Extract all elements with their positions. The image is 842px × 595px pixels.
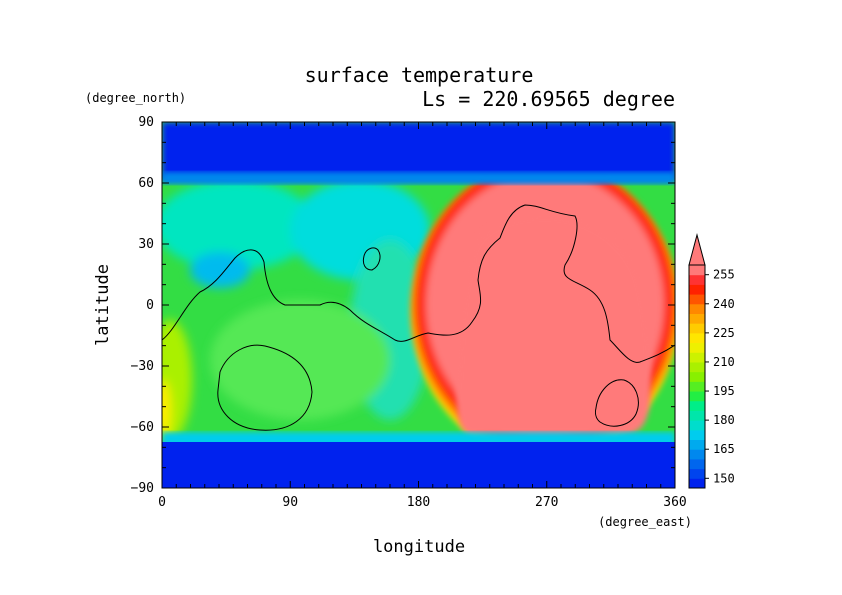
y-tick-label: −30 [131, 359, 154, 374]
north-polar-cap [162, 122, 675, 180]
chart-subtitle: Ls = 220.69565 degree [422, 87, 675, 111]
x-tick-label: 180 [407, 495, 430, 510]
colorbar-bin [689, 381, 705, 392]
colorbar-label: 165 [713, 442, 735, 456]
region-yellow-west [162, 380, 171, 440]
x-axis-label: longitude [373, 537, 465, 557]
colorbar-label: 150 [713, 471, 735, 485]
x-tick-label: 270 [535, 495, 558, 510]
colorbar-label: 210 [713, 355, 735, 369]
contour-main [162, 204, 675, 363]
colorbar-label: 240 [713, 297, 735, 311]
colorbar-bin [689, 274, 705, 285]
y-axis-label: latitude [93, 264, 113, 346]
colorbar-bin [689, 478, 705, 489]
region-light-green [210, 300, 390, 420]
colorbar-bin [689, 429, 705, 441]
colorbar-bin [689, 371, 705, 382]
colorbar-frame [688, 264, 706, 489]
x-unit: (degree_east) [598, 515, 692, 529]
colorbar-bin [689, 303, 705, 314]
colorbar-bin [689, 323, 705, 334]
y-unit: (degree_north) [85, 91, 186, 105]
contour-basin-west [217, 344, 313, 431]
y-tick-label: 30 [138, 237, 154, 252]
colorbar-bin [689, 420, 705, 431]
chart-title: surface temperature [305, 63, 534, 87]
contour-basin-east [595, 379, 639, 427]
x-tick-label: 90 [282, 495, 298, 510]
colorbar-bin [689, 361, 705, 373]
x-axis: 0 90 180 270 360 [158, 122, 687, 510]
colorbar-extend-arrow [688, 233, 706, 266]
region-cool-blue [190, 252, 250, 288]
y-tick-label: 60 [138, 176, 154, 191]
colorbar-bin [689, 294, 705, 305]
colorbar-bin [689, 449, 705, 460]
x-tick-label: 360 [663, 495, 686, 510]
colorbar-label: 195 [713, 384, 735, 398]
south-polar-cap [162, 442, 675, 488]
colorbar-bin [689, 284, 705, 295]
colorbar-bin [689, 352, 705, 363]
colorbar: 150 165 180 195 210 225 240 255 [688, 233, 735, 489]
x-tick-label: 0 [158, 495, 166, 510]
y-tick-label: 90 [138, 115, 154, 130]
y-tick-label: −60 [131, 420, 154, 435]
colorbar-bin [689, 410, 705, 421]
region-hot-core [456, 215, 651, 435]
colorbar-bin [689, 313, 705, 324]
temperature-field [162, 180, 430, 440]
plot-area [162, 122, 675, 488]
region-cool-cyan [162, 180, 315, 270]
colorbar-bin [689, 391, 705, 402]
colorbar-label: 225 [713, 326, 735, 340]
topography-contours [162, 204, 675, 431]
colorbar-bin [689, 332, 705, 344]
y-tick-label: 0 [146, 298, 154, 313]
colorbar-bin [689, 439, 705, 450]
north-polar-cap-edge [162, 172, 675, 184]
y-axis: −90 −60 −30 0 30 60 90 [131, 115, 675, 496]
colorbar-bin [689, 400, 705, 411]
colorbar-bin [689, 468, 705, 479]
y-tick-label: −90 [131, 481, 154, 496]
colorbar-bin [689, 458, 705, 470]
colorbar-bin [689, 265, 705, 276]
contour-small-ring [362, 247, 381, 271]
colorbar-label: 255 [713, 268, 735, 282]
colorbar-bin [689, 342, 705, 353]
colorbar-label: 180 [713, 413, 735, 427]
